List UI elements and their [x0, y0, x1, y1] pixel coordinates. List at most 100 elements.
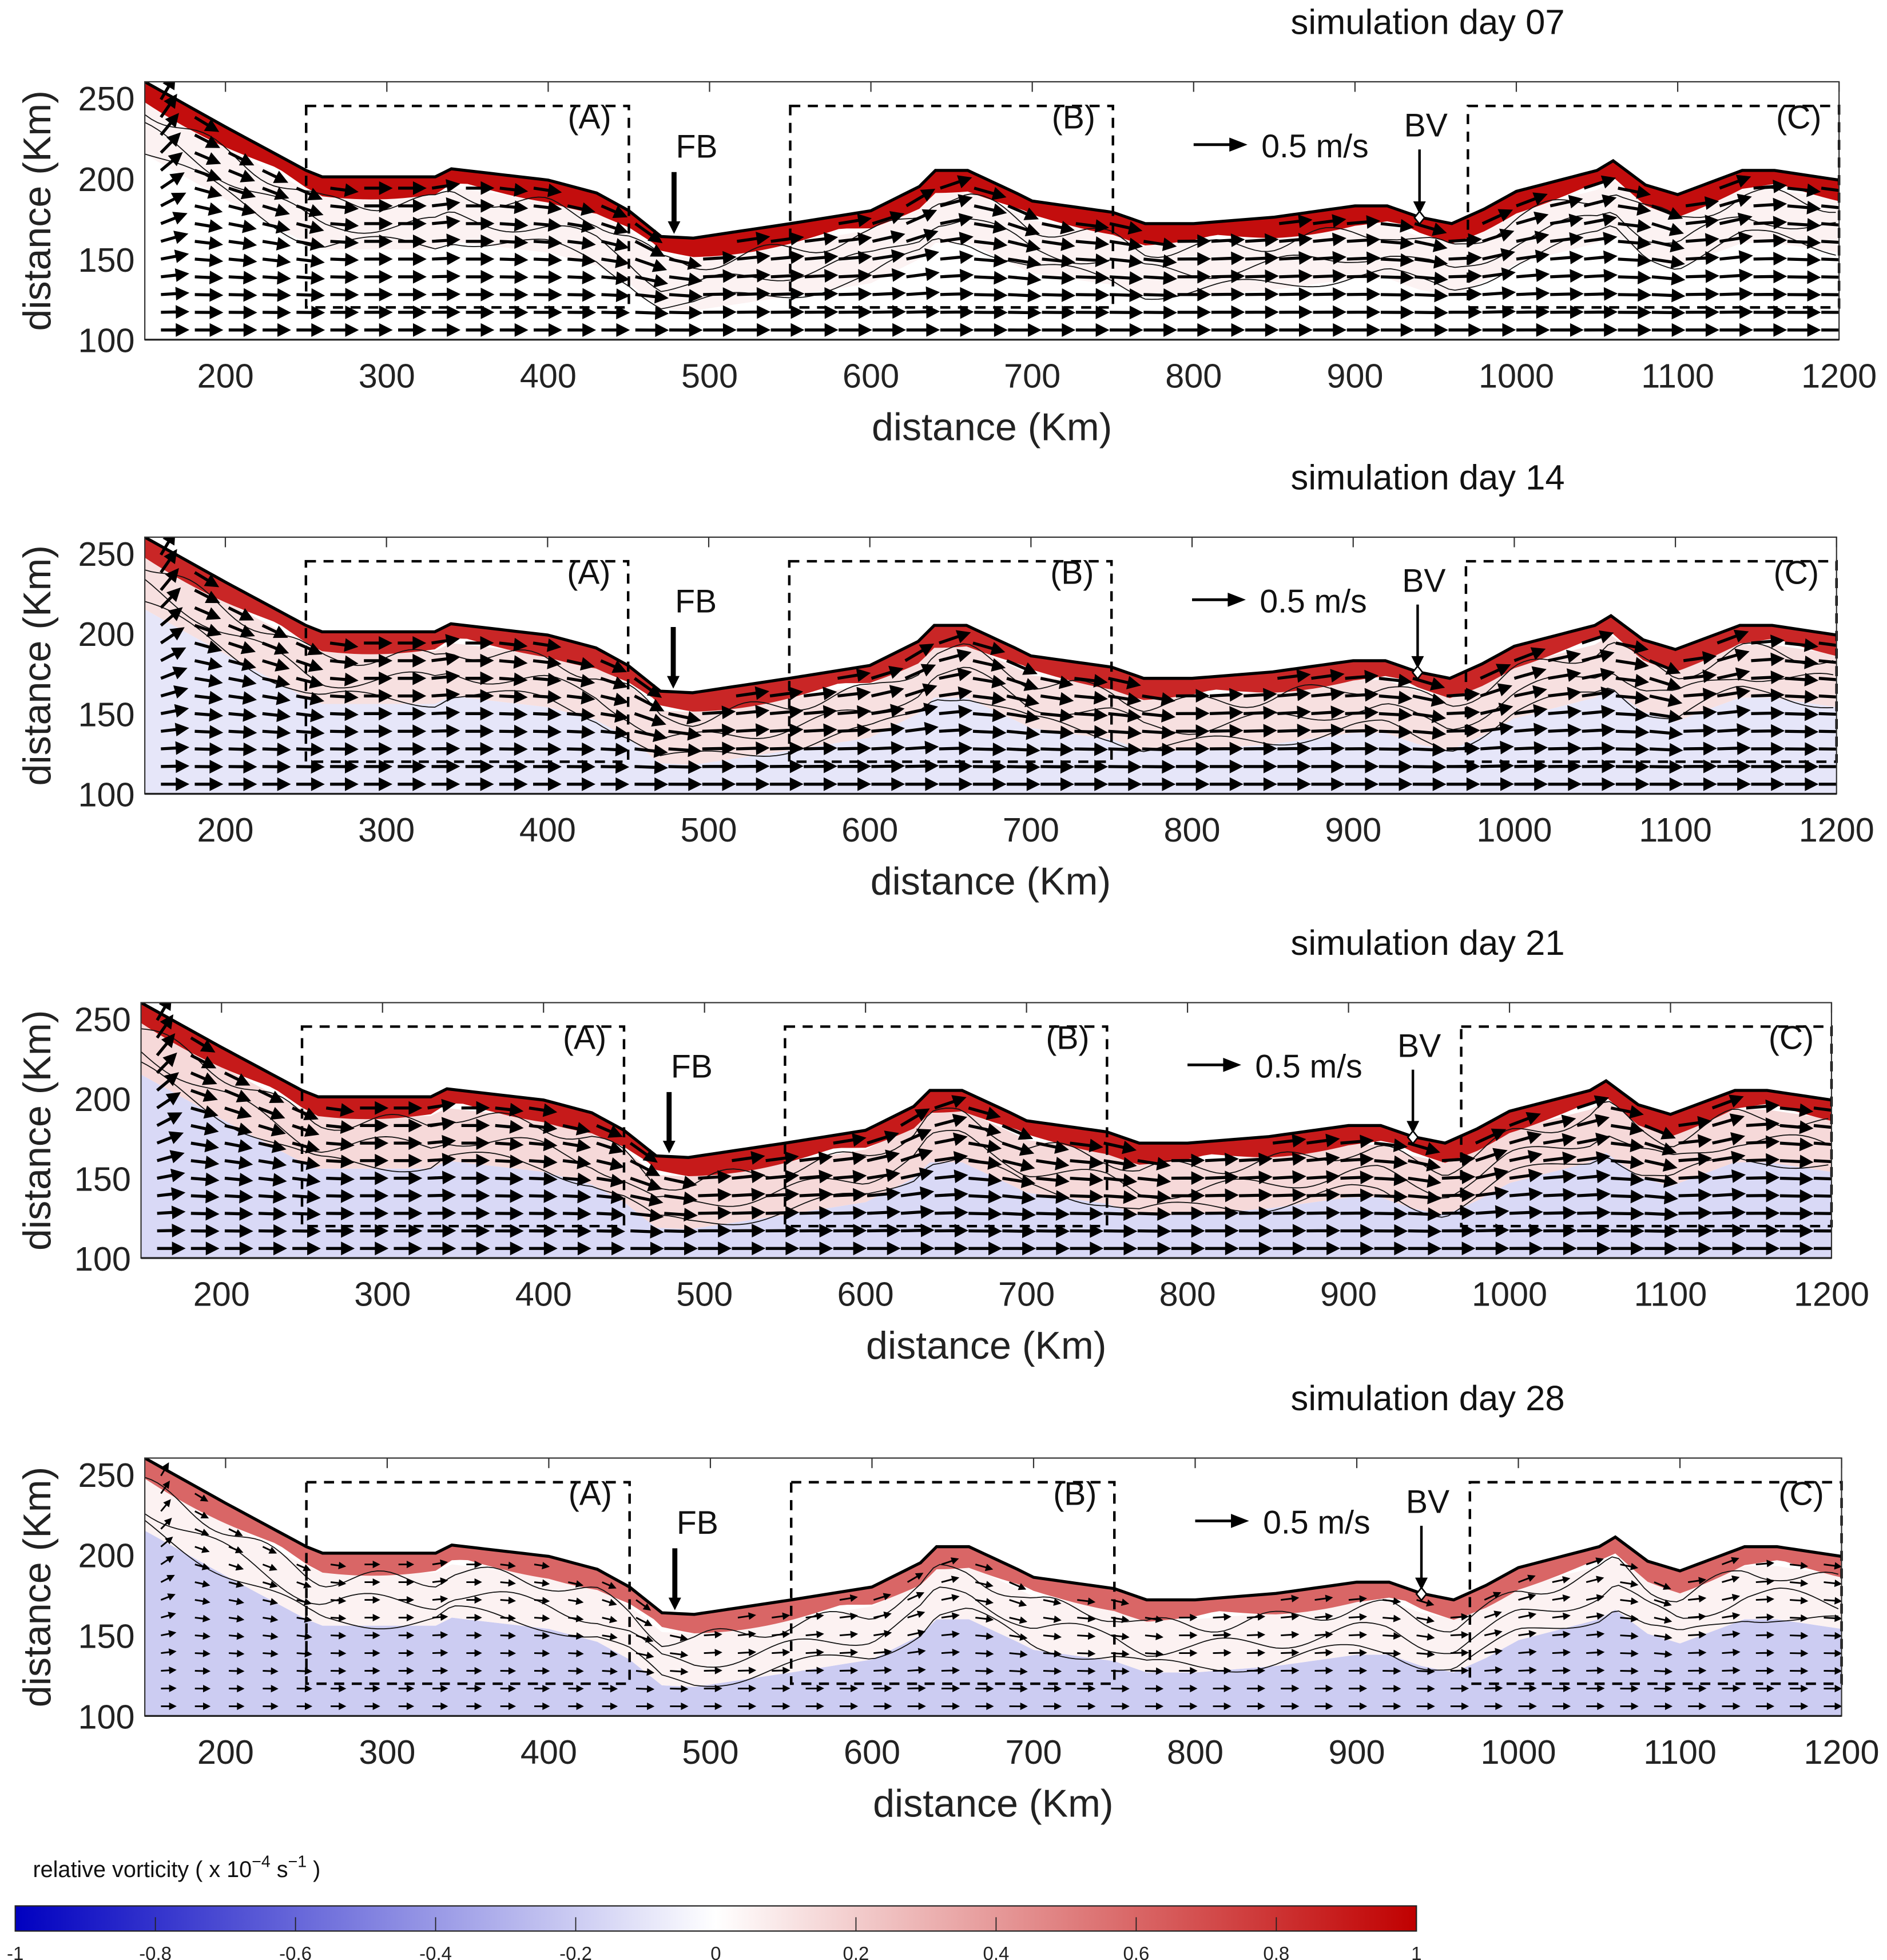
- x-tick-label: 1000: [1472, 1275, 1547, 1314]
- quiver-arrow: [1785, 690, 1819, 704]
- quiver-arrow: [1644, 1207, 1679, 1221]
- quiver-arrow: [1644, 1191, 1678, 1205]
- quiver-arrow: [1277, 777, 1312, 791]
- quiver-arrow: [1205, 1241, 1239, 1256]
- quiver-arrow: [566, 708, 595, 722]
- quiver-arrow: [907, 1684, 926, 1692]
- quiver-arrow: [326, 1224, 355, 1238]
- quiver-arrow: [1244, 688, 1277, 702]
- quiver-arrow: [871, 759, 905, 773]
- quiver-arrow: [698, 1241, 732, 1256]
- quiver-arrow: [1040, 760, 1074, 774]
- quiver-arrow: [465, 636, 494, 650]
- quiver-arrow: [161, 1702, 177, 1711]
- quiver-arrow: [364, 181, 393, 195]
- quiver-arrow: [1346, 323, 1381, 337]
- quiver-arrow: [871, 704, 905, 717]
- quiver-arrow: [330, 742, 359, 756]
- quiver-arrow: [534, 1597, 550, 1605]
- quiver-arrow: [1543, 1151, 1577, 1165]
- quiver-arrow: [1543, 1188, 1577, 1202]
- quiver-arrow: [1450, 1667, 1469, 1675]
- quiver-arrow: [190, 1089, 218, 1102]
- quiver-arrow: [833, 1241, 867, 1256]
- quiver-arrow: [833, 1169, 867, 1184]
- quiver-arrow: [329, 707, 359, 721]
- quiver-arrow: [1346, 287, 1381, 301]
- quiver-arrow: [360, 1189, 389, 1203]
- quiver-arrow: [1685, 215, 1719, 229]
- quiver-arrow: [1345, 759, 1379, 773]
- quiver-arrow: [974, 271, 1008, 285]
- quiver-arrow: [941, 1594, 960, 1602]
- quiver-arrow: [529, 1189, 558, 1203]
- x-tick-label: 300: [359, 1733, 415, 1771]
- quiver-arrow: [670, 1668, 689, 1676]
- quiver-arrow: [1002, 1124, 1034, 1140]
- quiver-arrow: [635, 1652, 654, 1659]
- quiver-arrow: [972, 675, 1006, 689]
- quiver-arrow: [1583, 213, 1618, 227]
- quiver-arrow: [466, 1596, 482, 1604]
- colorbar-gradient: [14, 1905, 1417, 1932]
- quiver-arrow: [839, 287, 872, 301]
- quiver-arrow: [1615, 725, 1650, 739]
- quiver-arrow: [326, 1241, 355, 1256]
- quiver-arrow: [1416, 1616, 1435, 1624]
- quiver-arrow: [160, 549, 177, 574]
- quiver-arrow: [533, 235, 562, 249]
- quiver-arrow: [533, 252, 562, 267]
- quiver-arrow: [224, 1207, 253, 1221]
- quiver-arrow: [190, 1036, 216, 1053]
- quiver-arrow: [1755, 1631, 1775, 1639]
- quiver-arrow: [529, 1172, 558, 1186]
- quiver-arrow: [1779, 1189, 1814, 1203]
- quiver-arrow: [194, 236, 224, 250]
- quiver-arrow: [839, 1667, 859, 1675]
- quiver-arrow: [1246, 1702, 1266, 1711]
- quiver-arrow: [1040, 725, 1074, 740]
- quiver-arrow: [601, 305, 630, 320]
- quiver-arrow: [194, 1510, 209, 1519]
- quiver-arrow: [1009, 1702, 1028, 1711]
- quiver-arrow: [263, 323, 291, 337]
- quiver-arrow: [1824, 1702, 1842, 1711]
- quiver-arrow: [1245, 269, 1279, 283]
- isoline-contour: [145, 114, 1836, 271]
- quiver-arrow: [596, 1157, 625, 1171]
- quiver-arrow: [1074, 691, 1108, 705]
- quiver-arrow: [330, 1561, 347, 1569]
- quiver-arrow: [466, 252, 495, 266]
- quiver-arrow: [466, 1702, 482, 1711]
- quiver-arrow: [1618, 323, 1652, 337]
- quiver-arrow: [1075, 236, 1110, 250]
- quiver-arrow: [837, 759, 872, 773]
- quiver-arrow: [1239, 1224, 1273, 1238]
- quiver-arrow: [867, 1223, 901, 1237]
- quiver-arrow: [1074, 777, 1109, 791]
- quiver-arrow: [194, 1493, 209, 1502]
- y-axis-label: distance (Km): [15, 90, 59, 331]
- quiver-arrow: [702, 705, 736, 720]
- y-tick-label: 250: [78, 80, 135, 118]
- quiver-arrow: [601, 323, 630, 337]
- quiver-arrow: [1824, 1684, 1842, 1693]
- quiver-arrow: [1644, 1124, 1676, 1140]
- quiver-arrow: [941, 1557, 959, 1565]
- quiver-arrow: [499, 760, 528, 773]
- quiver-arrow: [533, 724, 562, 739]
- quiver-arrow: [1818, 783, 1837, 786]
- x-tick-label: 200: [197, 1733, 254, 1771]
- quiver-arrow: [670, 1634, 688, 1641]
- quiver-arrow: [296, 220, 324, 234]
- quiver-arrow: [873, 1702, 892, 1711]
- quiver-arrow: [907, 1666, 926, 1674]
- quiver-arrow: [364, 1702, 380, 1711]
- quiver-arrow: [635, 274, 669, 288]
- quiver-arrow: [1712, 1241, 1746, 1256]
- quiver-arrow: [1137, 1241, 1171, 1256]
- quiver-arrow: [194, 760, 224, 774]
- quiver-arrow: [495, 1137, 524, 1151]
- colorbar-tick-label: 0.6: [1123, 1943, 1149, 1960]
- x-axis-label: distance (Km): [873, 1782, 1113, 1825]
